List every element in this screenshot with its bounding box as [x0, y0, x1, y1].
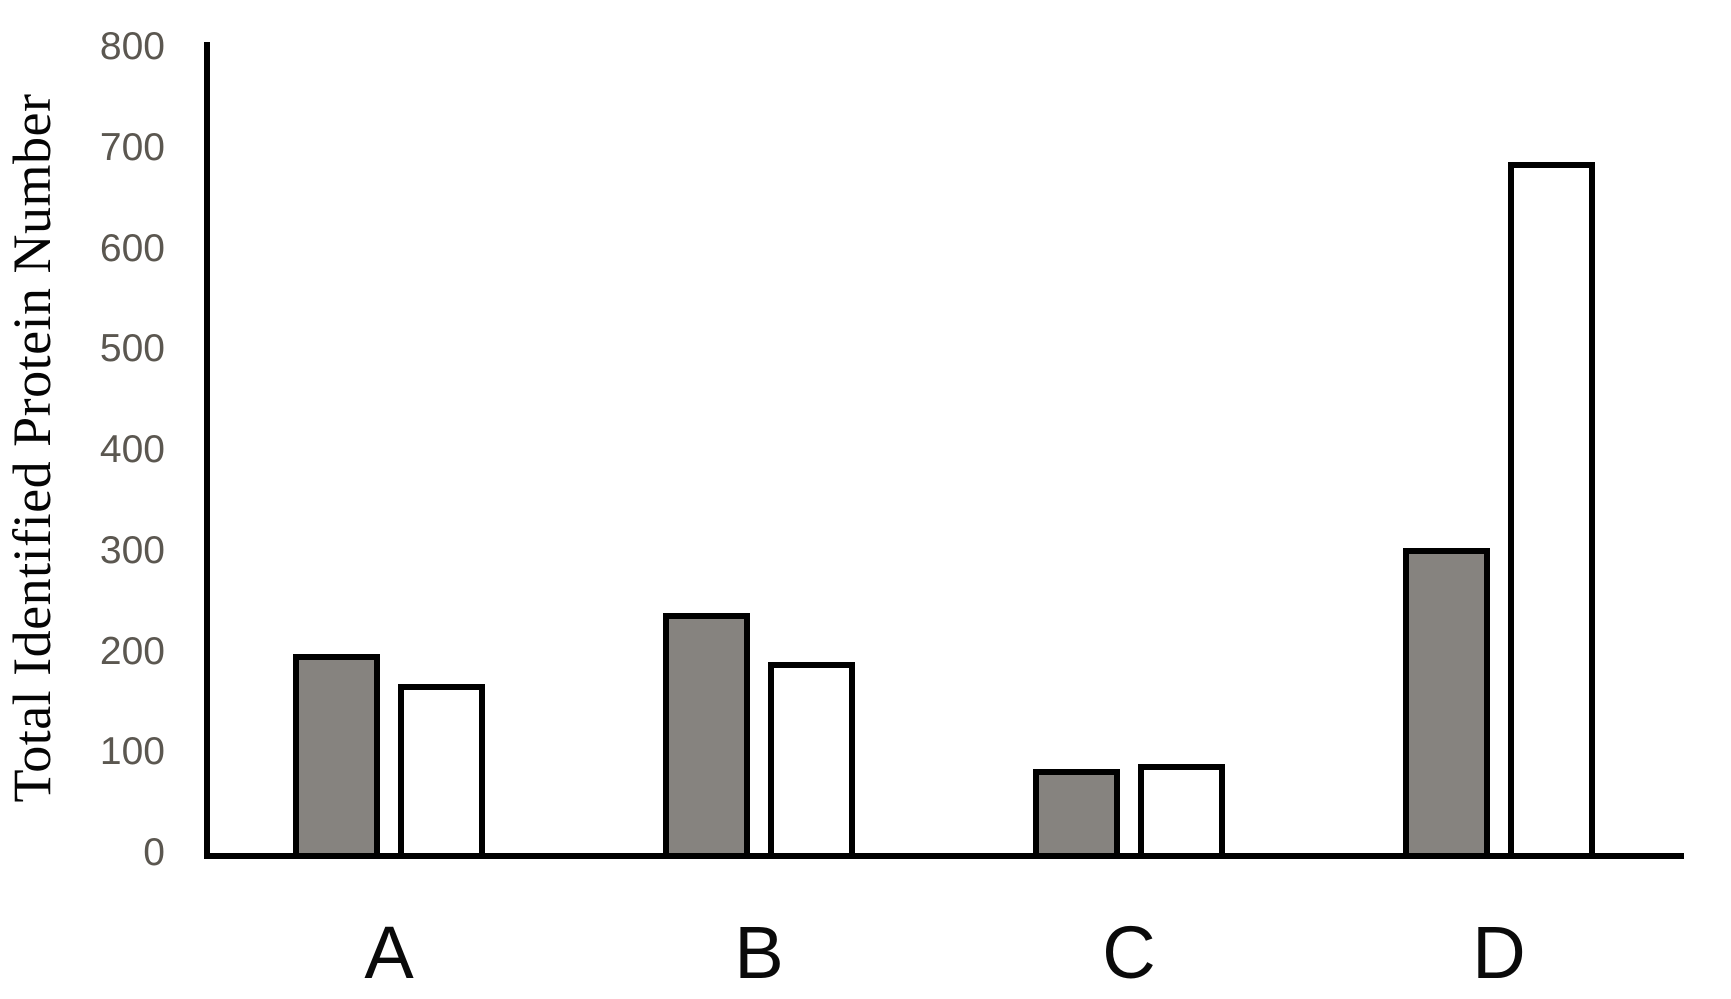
y-tick-label-800: 800 [99, 25, 165, 68]
bar-D-gray [1403, 547, 1490, 859]
bar-B-gray [663, 613, 750, 859]
y-axis-line [204, 42, 210, 859]
bar-C-white [1138, 764, 1225, 859]
y-tick-label-300: 300 [99, 528, 165, 572]
y-tick-label-500: 500 [99, 327, 165, 371]
category-label-B: B [734, 911, 784, 994]
x-axis-line [204, 853, 1684, 859]
y-tick-label-200: 200 [99, 629, 165, 673]
y-tick-label-700: 700 [99, 125, 165, 169]
y-tick-label-400: 400 [99, 428, 165, 471]
bar-D-white [1508, 161, 1595, 859]
bar-A-gray [293, 653, 380, 859]
y-tick-label-0: 0 [143, 831, 165, 874]
category-label-C: C [1102, 911, 1156, 994]
category-label-D: D [1472, 911, 1526, 994]
bar-C-gray [1033, 769, 1120, 859]
y-tick-label-100: 100 [99, 730, 165, 774]
y-tick-label-600: 600 [99, 226, 165, 270]
category-label-A: A [364, 911, 414, 994]
bar-B-white [768, 661, 855, 859]
bar-A-white [398, 683, 485, 859]
